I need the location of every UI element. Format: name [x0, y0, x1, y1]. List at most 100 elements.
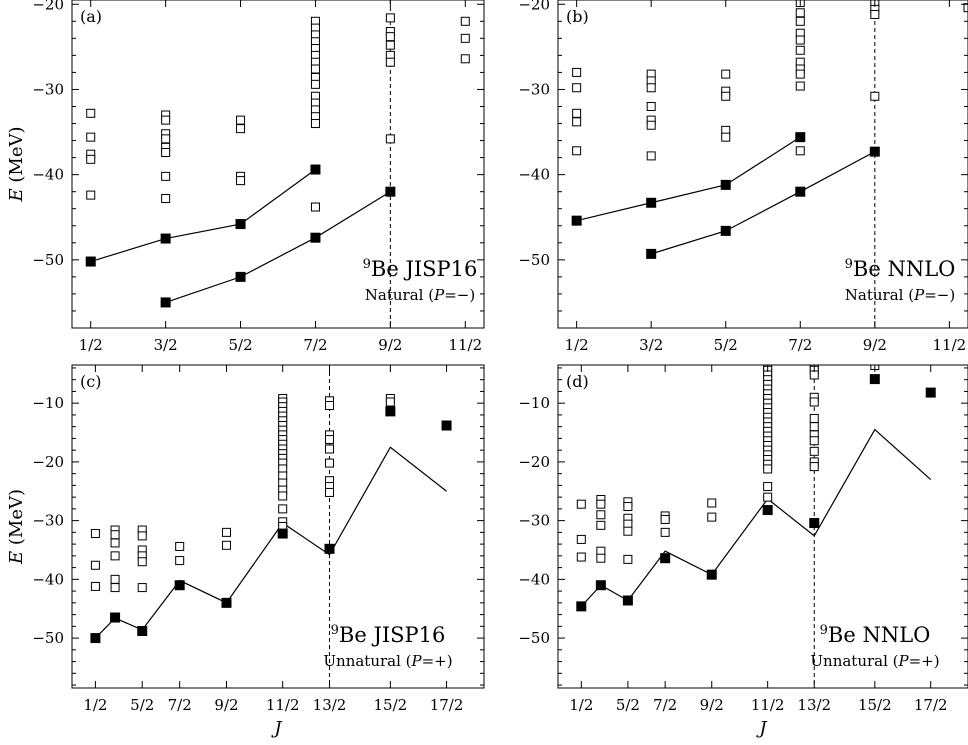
filled-point — [595, 580, 606, 591]
nucleus-label: 9Be JISP16 — [331, 623, 446, 647]
open-point — [310, 64, 320, 74]
parity-word: Unnatural ( — [810, 652, 898, 670]
open-point — [86, 108, 96, 118]
y-axis-symbol: E — [6, 551, 27, 565]
plot-frame — [71, 0, 485, 329]
filled-point — [310, 164, 321, 175]
panel-b: −20 −30 −40 −50 1/2 3/2 5/2 7/2 9/2 11/2 (b) 9Be NN… — [518, 0, 968, 354]
open-point — [222, 527, 231, 537]
open-point — [623, 502, 633, 512]
x-tick-label: 17/2 — [914, 696, 948, 714]
nucleus-symbol: Be — [371, 257, 406, 281]
parity-value: =−) — [444, 286, 475, 304]
open-point — [86, 132, 96, 142]
open-point — [110, 538, 120, 548]
panel-label: (d) — [566, 372, 589, 391]
open-point — [795, 16, 805, 26]
y-tick-label: −20 — [32, 453, 64, 471]
y-tick-label: −20 — [32, 0, 64, 13]
open-point — [809, 422, 819, 432]
open-point — [325, 458, 334, 468]
open-point — [623, 554, 633, 564]
series-line — [90, 169, 316, 263]
open-point — [572, 67, 582, 77]
filled-point — [310, 232, 321, 243]
open-point — [572, 108, 582, 118]
plot-area — [576, 365, 936, 688]
open-point — [795, 146, 805, 156]
mass-number: 9 — [363, 257, 371, 272]
open-point — [721, 69, 731, 79]
parity-symbol: P — [433, 286, 445, 304]
parity-symbol: P — [913, 286, 925, 304]
open-point — [660, 527, 670, 537]
parity-label: Unnatural (P=+) — [323, 652, 452, 670]
open-point — [809, 370, 819, 380]
interaction-name: JISP16 — [403, 257, 477, 281]
parity-value: =+) — [422, 652, 453, 670]
open-point — [646, 83, 656, 93]
open-point — [707, 498, 717, 508]
plot-area — [571, 0, 968, 328]
open-point — [310, 119, 320, 129]
plot-frame — [557, 0, 968, 329]
x-tick-label: 7/2 — [168, 696, 192, 714]
open-point — [325, 401, 334, 411]
open-point — [809, 397, 819, 407]
x-tick-label: 1/2 — [569, 696, 593, 714]
x-axis-label: J — [755, 718, 768, 739]
panel-label: (c) — [80, 372, 101, 391]
open-point — [572, 83, 582, 93]
y-tick-label: −10 — [32, 394, 64, 412]
parity-label: Natural (P=−) — [845, 286, 955, 304]
open-point — [236, 124, 246, 134]
filled-point — [571, 215, 582, 226]
x-tick-label: 11/2 — [266, 696, 300, 714]
filled-point — [795, 132, 806, 143]
open-point — [660, 514, 670, 524]
panel-label: (b) — [566, 7, 589, 26]
x-tick-label: 7/2 — [788, 336, 812, 354]
open-point — [795, 45, 805, 55]
y-tick-label: −30 — [32, 512, 64, 530]
series-line — [165, 191, 391, 304]
parity-symbol: P — [411, 652, 423, 670]
open-point — [137, 583, 147, 593]
filled-point — [646, 197, 657, 208]
panel-label: (a) — [80, 7, 102, 26]
filled-point — [622, 595, 633, 606]
open-point — [576, 499, 586, 509]
series-line — [94, 446, 447, 639]
parity-value: =+) — [909, 652, 940, 670]
open-point — [763, 482, 773, 492]
filled-point — [925, 387, 936, 398]
open-point — [795, 8, 805, 18]
open-point — [646, 101, 656, 111]
interaction-name: NNLO — [862, 623, 930, 647]
open-point — [137, 557, 147, 567]
y-axis-label: E (MeV) — [6, 489, 27, 565]
y-tick-label: −40 — [518, 570, 550, 588]
open-point — [110, 551, 120, 561]
open-point — [110, 530, 120, 540]
x-tick-label: 9/2 — [214, 696, 238, 714]
filled-point — [762, 505, 773, 516]
open-point — [870, 9, 880, 19]
y-axis-symbol: E — [6, 188, 27, 202]
open-point — [763, 464, 773, 474]
y-tick-label: −50 — [518, 629, 550, 647]
open-point — [222, 540, 231, 550]
open-point — [385, 57, 395, 67]
open-point — [795, 69, 805, 79]
open-point — [236, 176, 246, 186]
filled-point — [809, 517, 820, 528]
x-tick-label: 9/2 — [863, 336, 887, 354]
filled-point — [174, 580, 185, 591]
panel-c: −10 −20 −30 −40 −50 1/2 5/2 7/2 9/2 11/2 13/2 15/2 1… — [6, 364, 485, 739]
x-tick-label: 5/2 — [228, 336, 252, 354]
y-tick-label: −50 — [32, 629, 64, 647]
plot-area — [85, 0, 470, 328]
filled-point — [160, 233, 171, 244]
open-point — [963, 3, 968, 13]
interaction-name: NNLO — [887, 257, 955, 281]
